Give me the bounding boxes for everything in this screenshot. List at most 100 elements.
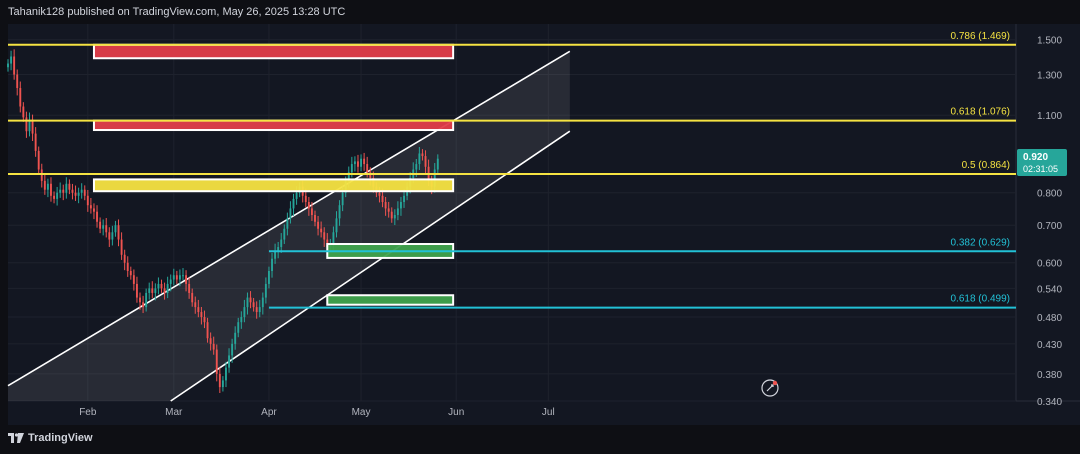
candle-body (86, 195, 89, 206)
candle (200, 306, 203, 325)
fib-label-4: 0.618 (0.499) (951, 294, 1011, 305)
fib-label-1: 0.618 (1.076) (951, 107, 1011, 118)
candle (264, 277, 267, 304)
candle-body (274, 250, 277, 259)
candle-body (172, 275, 175, 280)
candle-body (363, 158, 366, 165)
y-tick-2: 1.100 (1037, 111, 1062, 122)
candle (280, 233, 283, 253)
candle (37, 146, 40, 174)
y-tick-0: 1.500 (1037, 36, 1062, 47)
candle (310, 201, 313, 221)
candle-body (228, 355, 230, 368)
candle (145, 288, 148, 312)
candle-body (234, 332, 237, 344)
candle (393, 209, 396, 226)
candle-body (310, 208, 313, 216)
candle-body (28, 119, 31, 132)
candle (126, 256, 129, 277)
candle-body (403, 195, 405, 203)
candle (194, 296, 197, 314)
candle (237, 317, 240, 338)
last-price-tag-bg (1017, 149, 1067, 176)
candle (89, 198, 92, 214)
candle (83, 185, 86, 201)
x-tick-2: Apr (261, 407, 277, 418)
demand-zone (326, 294, 455, 306)
candle-body (191, 292, 194, 303)
candle (99, 217, 102, 234)
candle-body (56, 192, 59, 199)
candle (132, 269, 135, 291)
candle-body (433, 169, 436, 187)
candle (129, 266, 132, 280)
candle (400, 196, 402, 216)
candle-body (384, 202, 387, 209)
candle (139, 292, 141, 310)
replay-icon[interactable] (761, 379, 779, 397)
candle-body (37, 150, 40, 170)
fib-label-3: 0.382 (0.629) (951, 237, 1011, 248)
candle (206, 317, 209, 343)
candle-body (249, 297, 252, 303)
fibonacci-levels: 0.786 (1.469) 0.618 (1.076) 0.5 (0.864) 0.3… (8, 31, 1016, 309)
candle (314, 210, 316, 227)
price-channel (7, 50, 571, 402)
candle (28, 112, 31, 137)
candle-body (50, 183, 52, 196)
candle (283, 224, 286, 244)
candle-body (243, 307, 246, 318)
candle-body (10, 56, 13, 64)
candle (353, 156, 356, 172)
candle (212, 336, 215, 355)
y-tick-8: 0.430 (1037, 340, 1062, 351)
candle (22, 102, 25, 122)
candle (191, 288, 194, 307)
candle-body (132, 275, 135, 284)
candle-body (255, 307, 258, 313)
candle (157, 277, 160, 295)
y-tick-6: 0.540 (1037, 284, 1062, 295)
candle-body (148, 288, 151, 293)
time-axis-background (8, 401, 1080, 425)
candle-body (185, 275, 188, 284)
last-price-value: 0.920 (1023, 152, 1048, 163)
candle-body (347, 172, 350, 181)
y-tick-3: 0.800 (1037, 189, 1062, 200)
footer: TradingView (8, 432, 93, 444)
candle-body (145, 292, 148, 308)
tradingview-logo-icon (8, 433, 24, 443)
candle (323, 227, 326, 247)
candle-body (261, 297, 264, 308)
price-axis: 1.500 1.300 1.100 0.800 0.700 0.600 0.540 0.480… (1037, 36, 1062, 408)
candle-body (117, 225, 120, 240)
candle-body (68, 183, 71, 190)
candle (56, 186, 59, 206)
candle (255, 301, 258, 319)
candle (86, 190, 89, 212)
candle-body (332, 232, 335, 244)
candle-body (209, 338, 212, 344)
candle-body (65, 183, 68, 193)
candle-body (111, 232, 114, 240)
candle (185, 270, 188, 292)
candle-body (264, 283, 267, 298)
candle-body (120, 239, 123, 255)
candle-body (317, 221, 320, 229)
candle (286, 212, 289, 236)
channel-fill (8, 51, 570, 402)
candle-body (53, 195, 56, 199)
candle-body (366, 164, 369, 173)
candle (74, 185, 77, 201)
candle (271, 252, 273, 278)
candle-body (108, 232, 111, 240)
candle (25, 111, 28, 138)
candle-body (197, 307, 200, 313)
last-price-tag: 0.920 02:31:05 (1017, 149, 1067, 176)
x-tick-5: Jul (542, 407, 555, 418)
candle (197, 299, 200, 318)
candle (424, 150, 427, 174)
candle-body (80, 189, 83, 193)
candle (252, 297, 255, 312)
